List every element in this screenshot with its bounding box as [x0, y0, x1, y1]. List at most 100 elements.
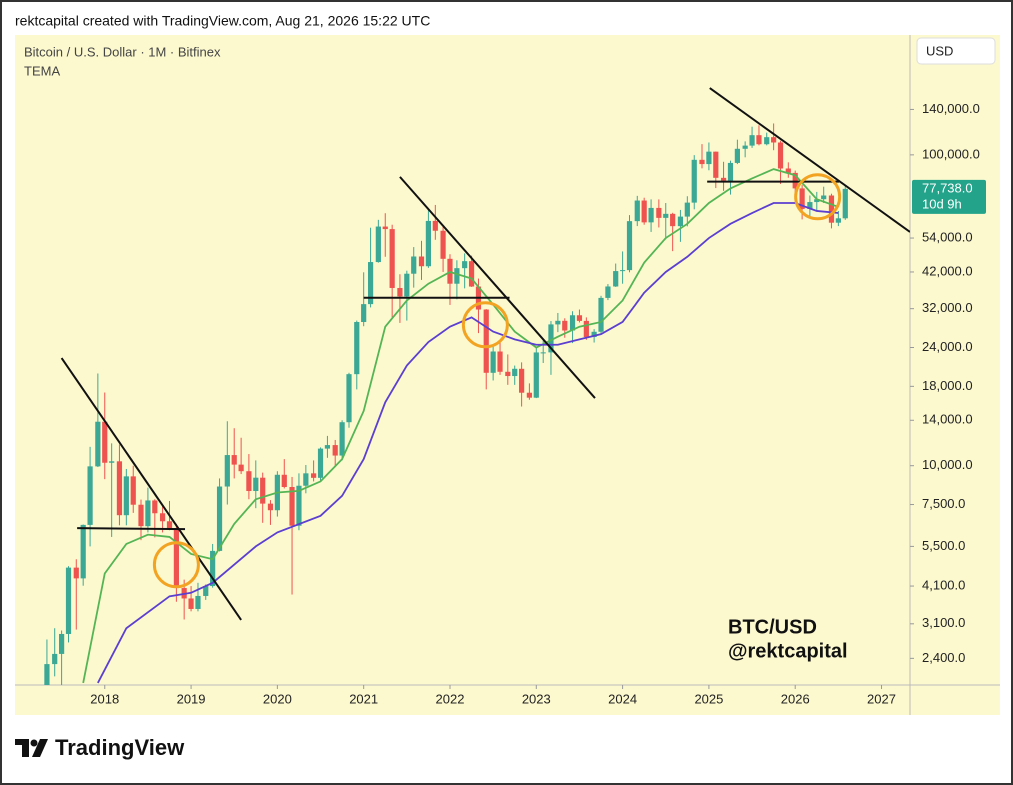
trendline — [77, 527, 186, 531]
currency-box[interactable] — [916, 37, 996, 65]
candle-body — [526, 392, 532, 398]
candle-body — [756, 135, 762, 145]
candle-body — [835, 218, 841, 223]
candle-body — [123, 476, 129, 516]
candle-body — [670, 213, 676, 227]
candle-body — [734, 148, 740, 163]
candle-body — [519, 368, 525, 393]
candle-body — [289, 487, 295, 526]
candle-body — [497, 351, 503, 372]
candle-body — [195, 595, 201, 609]
y-tick-label: 32,000.0 — [922, 300, 973, 315]
y-tick-label: 54,000.0 — [922, 229, 973, 244]
candle-body — [404, 273, 410, 297]
candle-body — [339, 422, 345, 456]
candle-body — [116, 461, 123, 516]
y-tick-label: 140,000.0 — [922, 101, 980, 116]
candle-body — [303, 473, 309, 486]
candle-body — [44, 664, 50, 685]
candle-body — [253, 477, 259, 492]
x-tick-label: 2018 — [90, 691, 119, 706]
candle-body — [562, 320, 568, 331]
countdown: 10d 9h — [922, 196, 962, 211]
x-tick-label: 2026 — [781, 691, 810, 706]
candle-body — [159, 513, 166, 522]
candle-body — [109, 461, 115, 463]
trendline — [60, 357, 242, 621]
candle-body — [483, 309, 489, 373]
indicator-name: TEMA — [24, 63, 60, 78]
candle-body — [311, 473, 317, 478]
candle-body — [613, 271, 619, 287]
candle-body — [720, 177, 727, 181]
candle-body — [224, 455, 230, 487]
candle-body — [583, 320, 589, 338]
candle-body — [65, 567, 72, 634]
candle-body — [152, 500, 158, 514]
candle-body — [828, 195, 835, 223]
candle-body — [821, 195, 827, 200]
x-tick-label: 2022 — [436, 691, 465, 706]
logo-icon — [15, 739, 48, 757]
candle-body — [95, 421, 101, 467]
candle-body — [468, 261, 475, 287]
candle-body — [749, 135, 755, 146]
candle-body — [764, 137, 770, 145]
candle-body — [454, 268, 460, 284]
candle-body — [216, 486, 223, 551]
candle-body — [440, 230, 446, 259]
candle-body — [389, 229, 395, 288]
indicator-line — [82, 168, 839, 684]
candle-body — [324, 445, 331, 449]
candle-body — [699, 159, 705, 165]
candle-body — [619, 270, 626, 272]
candle-body — [533, 352, 539, 398]
candle-body — [361, 304, 367, 323]
candle-body — [656, 207, 662, 218]
logo-text: TradingView — [55, 735, 185, 760]
trendline — [399, 176, 596, 399]
highlight-circle — [461, 301, 509, 349]
x-tick-label: 2019 — [177, 691, 206, 706]
candle-body — [367, 262, 374, 305]
currency[interactable]: USD — [926, 43, 953, 58]
candle-body — [332, 445, 338, 456]
candle-body — [555, 320, 561, 325]
highlight-circle — [152, 541, 200, 589]
candle-body — [246, 471, 252, 492]
candle-body — [785, 168, 791, 173]
x-tick-label: 2025 — [694, 691, 723, 706]
candle-body — [799, 188, 805, 209]
candle-body — [296, 485, 302, 526]
chart-title: Bitcoin / U.S. Dollar · 1M · Bitfinex — [24, 44, 221, 59]
trendline — [709, 87, 910, 233]
candle-body — [188, 598, 194, 609]
candle-body — [512, 368, 518, 377]
x-tick-label: 2027 — [867, 691, 896, 706]
candle-body — [418, 256, 425, 267]
candle-body — [684, 202, 690, 217]
candle-body — [432, 220, 438, 231]
candle-body — [138, 504, 144, 527]
candle-body — [260, 477, 266, 504]
y-tick-label: 14,000.0 — [922, 412, 973, 427]
price-label-box — [912, 179, 986, 214]
candle-body — [569, 315, 576, 331]
candle-body — [576, 315, 583, 321]
candle-body — [591, 331, 597, 338]
candle-body — [842, 188, 848, 219]
y-tick-label: 4,100.0 — [922, 577, 965, 592]
candle-body — [80, 524, 86, 579]
candle-body — [231, 455, 237, 465]
candle-body — [777, 142, 784, 169]
candle-body — [540, 352, 546, 354]
candle-body — [713, 151, 719, 178]
candle-body — [210, 550, 216, 587]
annotation: @rektcapital — [728, 640, 848, 662]
candle-body — [771, 137, 777, 143]
candle-body — [663, 213, 669, 218]
candle-body — [425, 220, 432, 267]
candle-body — [626, 221, 633, 271]
